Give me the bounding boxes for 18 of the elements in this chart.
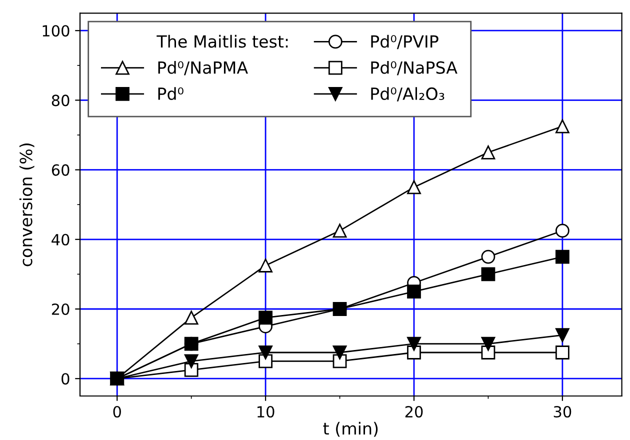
- x-tick-label: 10: [258, 406, 274, 418]
- y-tick-label: 80: [52, 94, 70, 106]
- legend-label: Pd⁰/PVIP: [371, 34, 438, 50]
- legend-label: Pd⁰/Al₂O₃: [371, 87, 444, 102]
- y-tick-label: 40: [52, 234, 70, 246]
- y-tick-label: 0: [62, 373, 70, 385]
- x-tick-label: 20: [405, 406, 423, 418]
- legend-label: Pd⁰/NaPMA: [158, 60, 248, 76]
- y-tick-label: 20: [52, 303, 70, 316]
- x-axis-title: t (min): [323, 422, 378, 437]
- legend-title: The Maitlis test:: [156, 34, 288, 48]
- x-tick-label: 0: [113, 406, 121, 418]
- x-tick-label: 30: [554, 406, 572, 418]
- y-axis-title: conversion (%): [19, 143, 34, 266]
- legend-label: Pd⁰: [158, 87, 184, 100]
- y-tick-label: 100: [42, 25, 70, 37]
- y-tick-label: 60: [52, 164, 70, 176]
- legend-label: Pd⁰/NaPSA: [371, 60, 458, 76]
